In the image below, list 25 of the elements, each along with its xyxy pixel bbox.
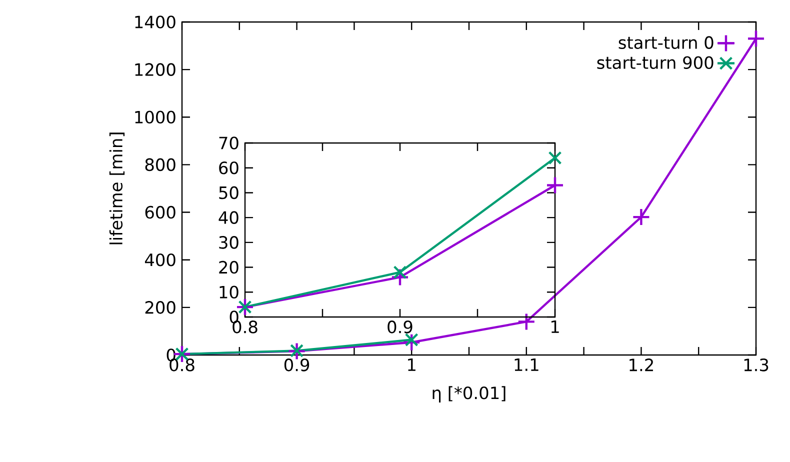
y-tick-label: 800 xyxy=(145,158,176,172)
y-tick-label: 1000 xyxy=(135,110,176,124)
x-tick-label: 1.2 xyxy=(630,358,653,372)
y-tick-label: 20 xyxy=(219,260,238,274)
y-tick-label: 30 xyxy=(219,236,238,249)
y-axis-title: lifetime [min] xyxy=(109,132,125,244)
legend-label: start-turn 0 xyxy=(618,36,714,49)
y-tick-label: 70 xyxy=(219,136,238,150)
x-tick-label: 1 xyxy=(551,320,559,333)
x-tick-label: 0.9 xyxy=(284,358,310,372)
y-tick-label: 10 xyxy=(220,286,238,299)
y-tick-label: 1400 xyxy=(135,16,176,28)
x-tick-label: 1.3 xyxy=(744,358,768,372)
legend-label: start-turn 900 xyxy=(597,56,714,70)
x-tick-label: 1 xyxy=(408,358,416,371)
y-tick-label: 1200 xyxy=(135,63,176,76)
x-tick-label: 1.1 xyxy=(514,358,538,371)
y-tick-label: 200 xyxy=(145,301,176,314)
y-tick-label: 40 xyxy=(218,211,238,224)
x-tick-label: 0.9 xyxy=(388,320,412,334)
y-tick-label: 50 xyxy=(219,186,238,200)
y-tick-label: 600 xyxy=(145,206,176,219)
y-tick-label: 400 xyxy=(144,253,176,266)
x-axis-title: η [*0.01] xyxy=(432,386,506,403)
y-tick-label: 60 xyxy=(219,161,238,174)
